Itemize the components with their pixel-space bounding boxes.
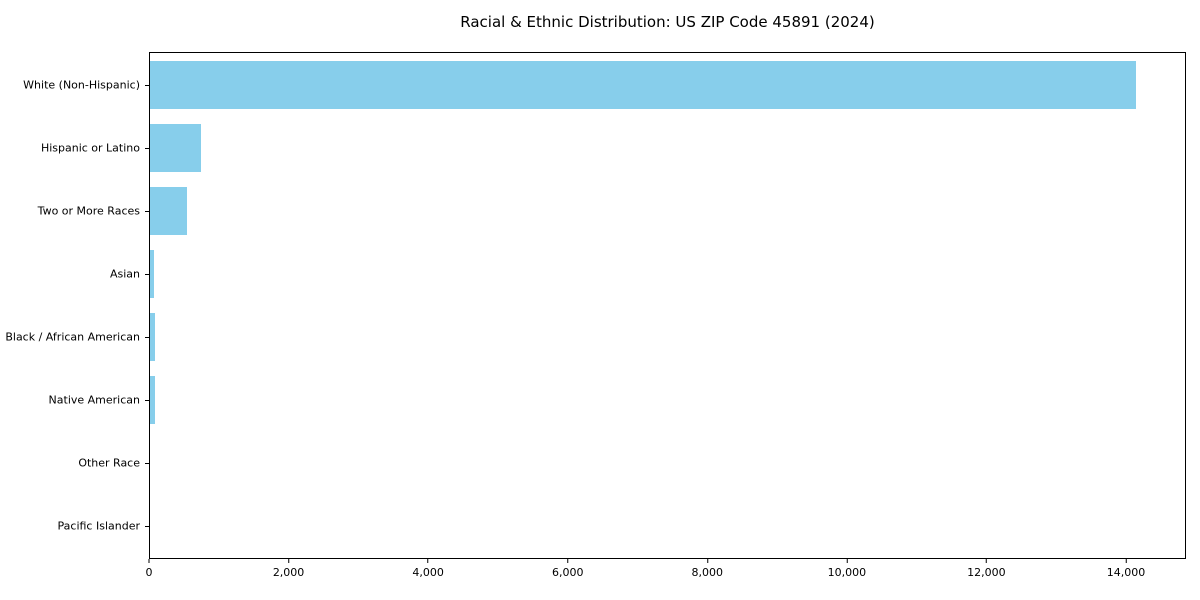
- x-tick-label: 0: [145, 566, 153, 579]
- x-tick: 2,000: [272, 559, 305, 579]
- y-tick-mark: [145, 273, 149, 275]
- x-tick-label: 2,000: [272, 566, 305, 579]
- y-tick-mark: [145, 463, 149, 465]
- x-tick-mark: [706, 559, 708, 563]
- y-axis-label: Pacific Islander: [57, 519, 140, 533]
- y-axis-label: Hispanic or Latino: [40, 141, 140, 155]
- x-tick: 0: [146, 559, 153, 579]
- y-axis-label: Other Race: [78, 456, 140, 470]
- x-tick-mark: [427, 559, 429, 563]
- x-tick: 12,000: [967, 559, 1006, 579]
- bar-row: Native American: [49, 369, 1185, 432]
- y-axis-label: Two or More Races: [37, 204, 140, 218]
- bar-asian: [150, 249, 154, 298]
- y-tick-mark: [145, 210, 149, 212]
- bar-row: White (Non-Hispanic): [23, 53, 1185, 116]
- x-tick-label: 4,000: [412, 566, 444, 579]
- x-tick-label: 14,000: [1106, 566, 1146, 579]
- y-tick-mark: [145, 147, 149, 149]
- bar-two-or-more-races: [150, 186, 187, 235]
- chart-title: Racial & Ethnic Distribution: US ZIP Cod…: [460, 13, 875, 31]
- y-tick-mark: [145, 400, 149, 402]
- bar-black-african-american: [150, 313, 155, 362]
- x-tick-mark: [1125, 559, 1127, 563]
- bar-row: Black / African American: [5, 306, 1185, 369]
- bar-row: Asian: [110, 242, 1185, 305]
- bar-row: Other Race: [78, 432, 1185, 495]
- bar-hispanic-or-latino: [150, 123, 201, 172]
- x-tick-mark: [846, 559, 848, 563]
- y-axis-label: Native American: [48, 393, 140, 407]
- x-tick-label: 8,000: [691, 566, 724, 579]
- y-tick-mark: [145, 84, 149, 86]
- x-tick-label: 12,000: [967, 566, 1006, 579]
- x-tick: 4,000: [412, 559, 444, 579]
- x-tick-mark: [985, 559, 987, 563]
- x-tick-label: 10,000: [827, 566, 867, 579]
- bar-row: Pacific Islander: [58, 495, 1185, 558]
- bar-row: Two or More Races: [38, 179, 1185, 242]
- x-tick: 6,000: [551, 559, 584, 579]
- x-tick: 10,000: [827, 559, 867, 579]
- plot-area: White (Non-Hispanic) Hispanic or Latino …: [5, 52, 1186, 559]
- x-tick-mark: [288, 559, 290, 563]
- x-tick-mark: [567, 559, 569, 563]
- x-tick: 14,000: [1106, 559, 1146, 579]
- y-axis-label: Black / African American: [5, 330, 140, 344]
- x-tick-mark: [148, 559, 150, 563]
- y-axis-label: White (Non-Hispanic): [23, 78, 140, 92]
- x-tick: 8,000: [691, 559, 724, 579]
- bar-native-american: [150, 376, 155, 425]
- x-tick-label: 6,000: [551, 566, 584, 579]
- bar-white-non-hispanic: [150, 60, 1136, 109]
- bar-row: Hispanic or Latino: [41, 116, 1185, 179]
- y-tick-mark: [145, 337, 149, 339]
- x-axis: 0 2,000 4,000 6,000 8,000 10,000 12,000: [146, 559, 1186, 589]
- y-axis-label: Asian: [109, 267, 140, 281]
- y-tick-mark: [145, 526, 149, 528]
